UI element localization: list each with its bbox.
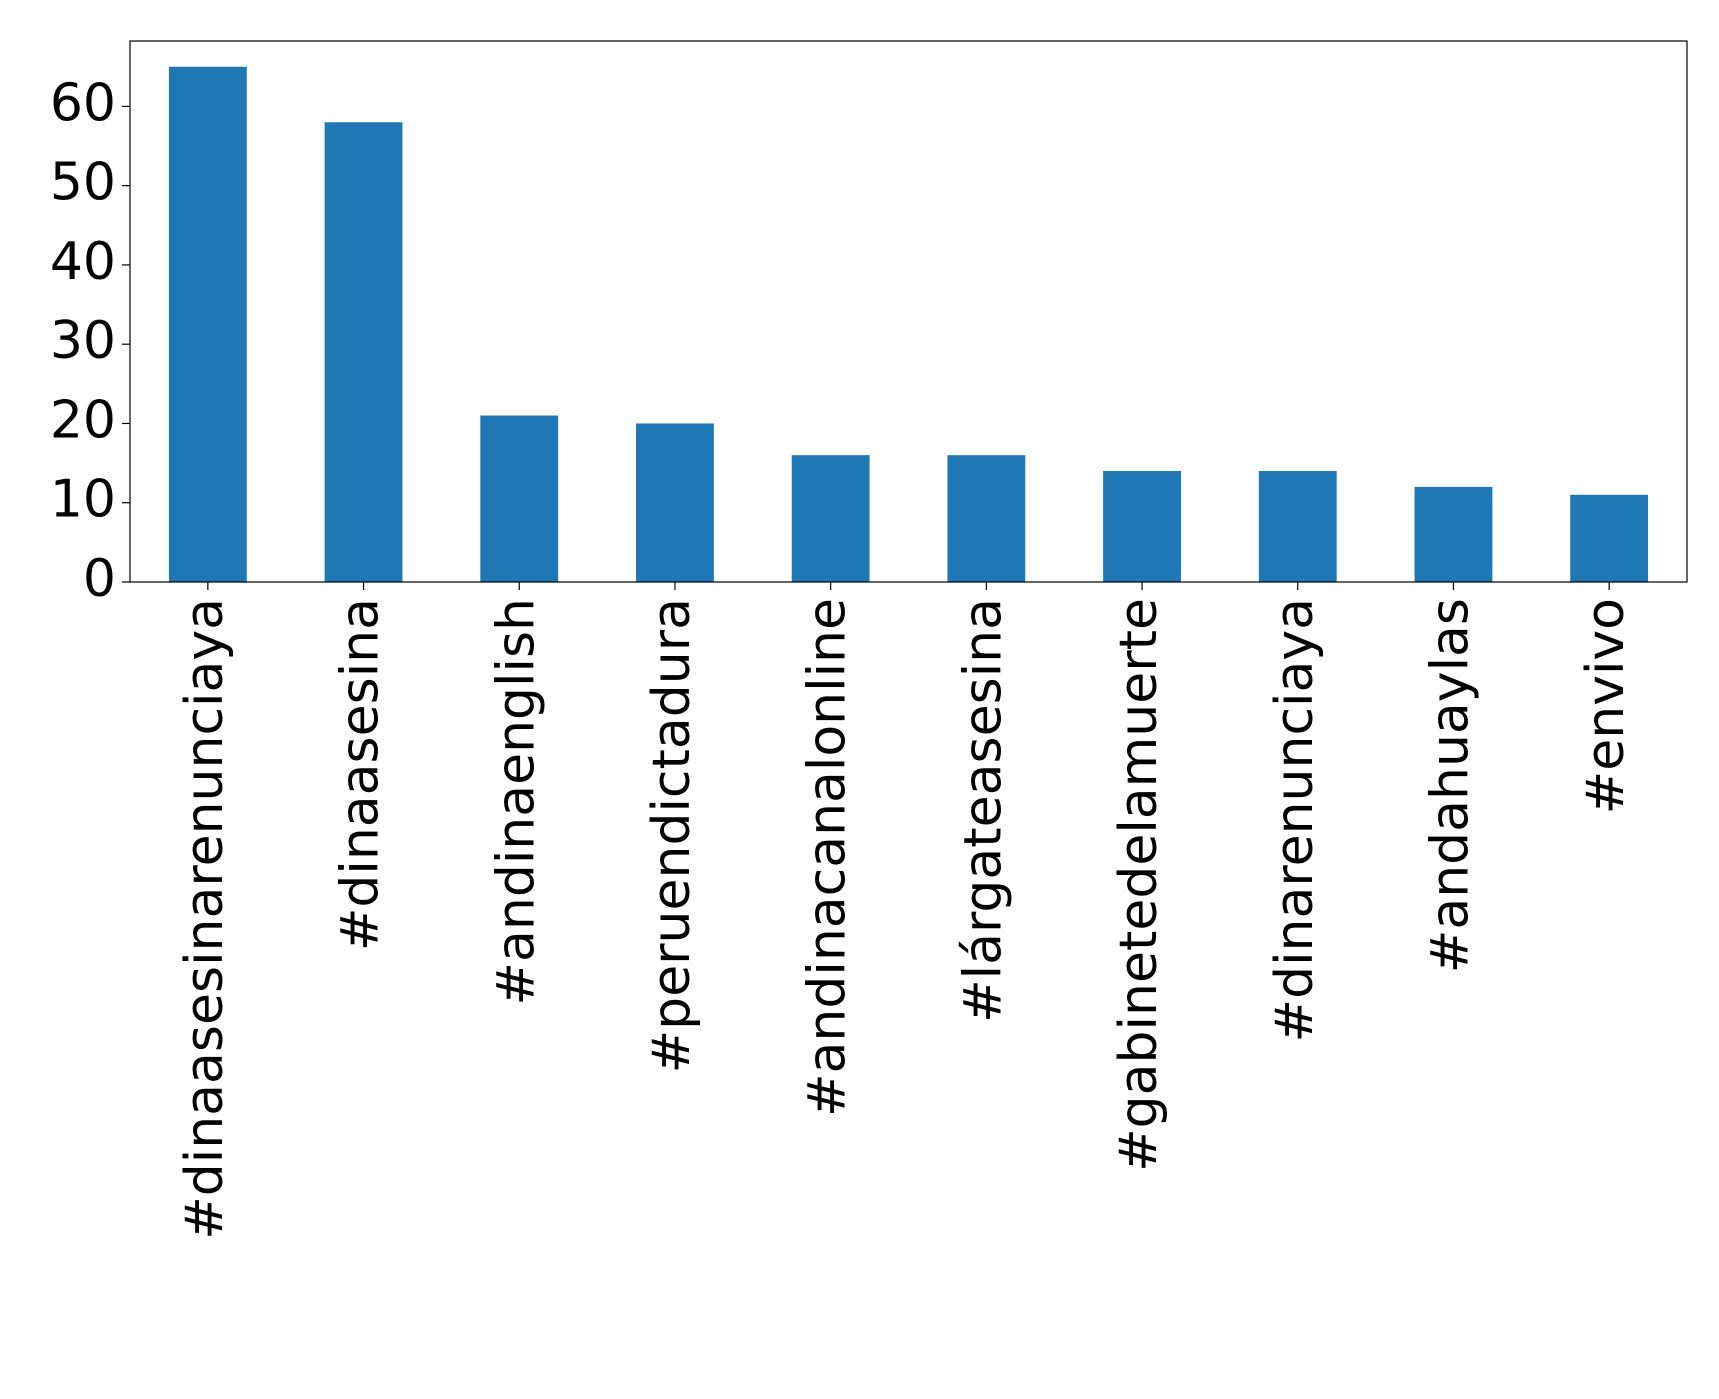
bar bbox=[168, 66, 247, 582]
y-tick-label: 30 bbox=[50, 311, 116, 371]
y-tick-label: 10 bbox=[50, 470, 116, 530]
x-tick-label: #gabinetedelamuerte bbox=[1109, 598, 1169, 1172]
x-tick-label: #andinacanalonline bbox=[798, 598, 858, 1117]
plot-frame bbox=[129, 40, 1688, 583]
x-tick-label: #dinaasesinarenunciaya bbox=[175, 598, 235, 1240]
y-tick-label: 60 bbox=[50, 73, 116, 133]
x-tick-label: #lárgateasesina bbox=[953, 598, 1013, 1023]
bar bbox=[1570, 494, 1649, 582]
y-tick-label: 20 bbox=[50, 390, 116, 450]
bar bbox=[947, 455, 1026, 582]
y-tick-label: 50 bbox=[50, 153, 116, 213]
y-tick-label: 40 bbox=[50, 232, 116, 292]
bar bbox=[1258, 471, 1337, 582]
x-tick-label: #peruendictadura bbox=[642, 598, 702, 1073]
y-tick-label: 0 bbox=[83, 549, 116, 609]
bar bbox=[324, 122, 403, 582]
bar bbox=[1414, 486, 1493, 582]
x-tick-label: #andahuaylas bbox=[1420, 598, 1480, 973]
x-tick-label: #dinarenunciaya bbox=[1265, 598, 1325, 1043]
x-tick-label: #envivo bbox=[1576, 598, 1636, 814]
x-tick-label: #andinaenglish bbox=[486, 598, 546, 1006]
bar bbox=[791, 455, 870, 582]
x-tick-label: #dinaasesina bbox=[331, 598, 391, 951]
bar bbox=[480, 415, 559, 582]
bar bbox=[1103, 471, 1181, 582]
bar bbox=[636, 423, 714, 582]
